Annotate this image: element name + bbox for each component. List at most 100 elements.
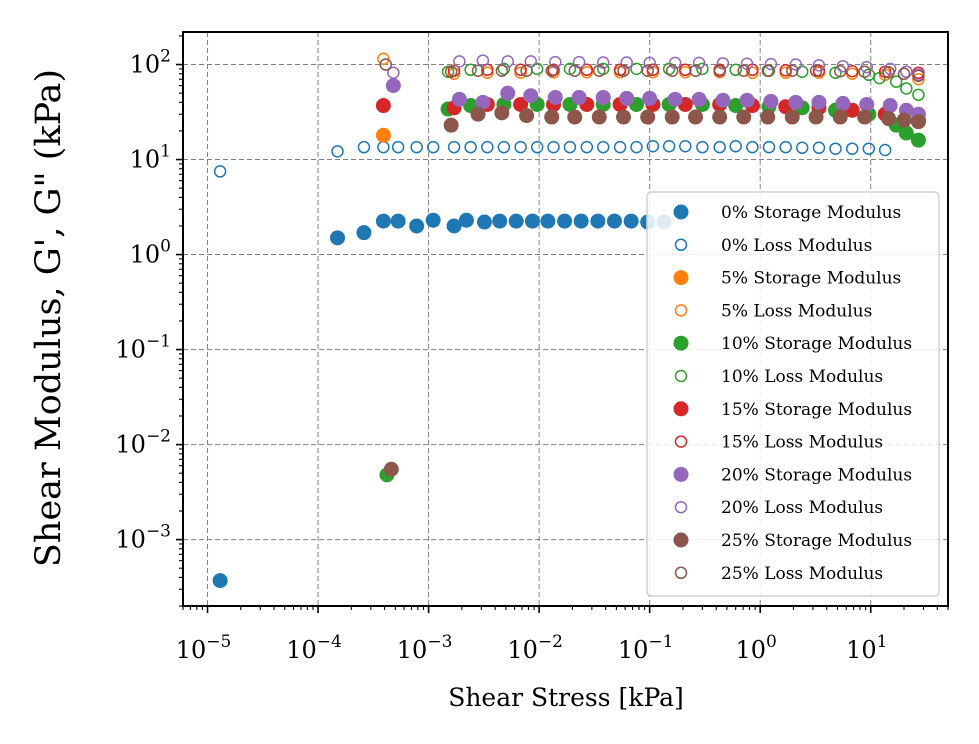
data-point — [500, 85, 516, 101]
data-point — [912, 73, 925, 86]
data-point — [375, 98, 391, 114]
data-point — [786, 64, 799, 78]
series-2 — [375, 127, 391, 143]
data-point — [910, 114, 926, 130]
data-point — [613, 140, 627, 154]
data-point — [692, 56, 706, 70]
data-point — [620, 56, 633, 69]
data-point — [497, 62, 511, 76]
legend-box — [646, 191, 940, 597]
data-point — [568, 64, 581, 78]
data-point — [761, 64, 774, 78]
data-point — [426, 140, 440, 154]
legend-label: 25% Loss Modulus — [721, 564, 883, 584]
y-tick-label: 10−3 — [115, 522, 171, 554]
data-point — [453, 55, 466, 68]
data-point — [910, 132, 926, 148]
x-tick-label: 10−1 — [618, 632, 674, 664]
x-tick-label: 101 — [846, 632, 887, 664]
legend-marker — [673, 335, 689, 351]
data-point — [213, 165, 227, 178]
data-point — [379, 58, 393, 71]
data-point — [857, 109, 873, 125]
data-point — [391, 140, 405, 154]
data-point — [580, 63, 594, 77]
data-point — [646, 140, 660, 153]
data-point — [665, 64, 679, 78]
data-point — [451, 91, 467, 107]
data-point — [447, 67, 461, 80]
data-point — [520, 64, 533, 78]
data-point — [715, 92, 731, 108]
data-point — [795, 141, 809, 155]
data-point — [668, 56, 682, 70]
data-point — [643, 56, 656, 70]
data-point — [481, 140, 494, 154]
data-point — [898, 125, 914, 141]
data-point — [476, 214, 492, 230]
data-point — [375, 127, 391, 143]
legend-marker — [673, 466, 689, 482]
data-point — [716, 57, 730, 70]
data-points — [212, 52, 926, 589]
x-tick-label: 10−5 — [176, 632, 232, 664]
data-point — [375, 213, 391, 229]
data-point — [475, 94, 491, 110]
data-point — [492, 213, 508, 229]
data-point — [760, 109, 776, 125]
data-point — [519, 108, 535, 124]
data-point — [385, 78, 401, 94]
legend-marker — [674, 435, 688, 448]
y-tick-label: 102 — [130, 47, 171, 79]
data-point — [383, 461, 399, 477]
legend-marker — [673, 270, 689, 286]
data-point — [812, 141, 826, 155]
legend-label: 15% Loss Modulus — [721, 433, 883, 453]
data-point — [829, 142, 842, 155]
data-point — [476, 54, 490, 67]
data-point — [779, 64, 792, 77]
x-tick-label: 100 — [736, 632, 777, 664]
data-point — [762, 140, 776, 154]
data-point — [501, 55, 514, 68]
y-tick-label: 100 — [130, 237, 171, 269]
data-point — [882, 98, 898, 114]
data-point — [591, 109, 607, 125]
data-point — [524, 213, 540, 229]
data-point — [834, 64, 847, 78]
data-point — [641, 64, 654, 78]
data-point — [508, 213, 524, 229]
series-11 — [379, 58, 925, 83]
data-point — [878, 143, 892, 157]
data-point — [464, 63, 477, 77]
data-point — [540, 213, 556, 229]
data-point — [712, 109, 728, 125]
data-point — [464, 140, 477, 154]
legend-marker — [673, 204, 689, 220]
data-point — [514, 140, 527, 154]
data-point — [739, 92, 755, 108]
x-tick-label: 10−3 — [397, 632, 453, 664]
legend-label: 0% Loss Modulus — [721, 236, 872, 256]
data-point — [789, 58, 803, 71]
data-point — [835, 95, 851, 111]
data-point — [530, 140, 544, 154]
data-point — [729, 140, 742, 153]
data-point — [811, 94, 827, 110]
legend: 0% Storage Modulus 0% Loss Modulus 5% Stor… — [646, 191, 940, 597]
legend-label: 5% Storage Modulus — [721, 269, 901, 289]
series-10 — [383, 105, 926, 477]
series-5 — [441, 62, 925, 102]
data-point — [912, 69, 925, 83]
legend-marker — [674, 238, 688, 252]
data-point — [845, 64, 859, 78]
data-point — [595, 89, 611, 105]
data-point — [409, 218, 425, 234]
data-point — [788, 94, 804, 110]
data-point — [764, 57, 778, 71]
data-point — [736, 109, 752, 125]
legend-marker — [674, 369, 688, 383]
data-point — [557, 213, 573, 229]
data-point — [390, 213, 406, 229]
data-point — [808, 109, 824, 125]
